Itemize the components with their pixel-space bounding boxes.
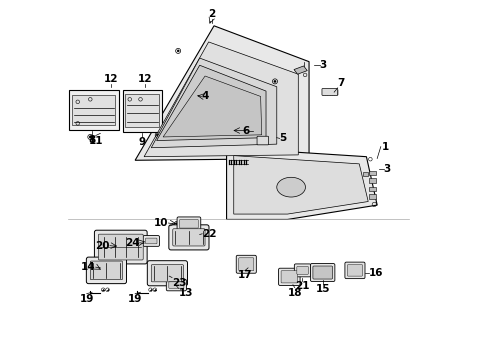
FancyBboxPatch shape — [90, 261, 122, 280]
FancyBboxPatch shape — [238, 258, 253, 271]
FancyBboxPatch shape — [179, 220, 198, 228]
Circle shape — [89, 136, 91, 138]
Text: 3: 3 — [383, 164, 390, 174]
Text: 5: 5 — [279, 134, 286, 143]
FancyBboxPatch shape — [344, 262, 364, 279]
FancyBboxPatch shape — [94, 230, 147, 264]
FancyBboxPatch shape — [168, 282, 183, 288]
FancyBboxPatch shape — [257, 136, 268, 145]
Circle shape — [264, 134, 266, 136]
Text: 21: 21 — [294, 281, 308, 291]
FancyBboxPatch shape — [281, 271, 297, 283]
Text: 9: 9 — [139, 137, 145, 147]
FancyBboxPatch shape — [145, 238, 157, 244]
Text: 24: 24 — [125, 238, 140, 248]
FancyBboxPatch shape — [312, 266, 332, 279]
FancyBboxPatch shape — [172, 229, 204, 246]
Text: 4: 4 — [201, 91, 208, 102]
Polygon shape — [151, 58, 276, 148]
Bar — [368, 171, 375, 175]
Text: 18: 18 — [287, 288, 301, 298]
Polygon shape — [293, 66, 306, 74]
FancyBboxPatch shape — [310, 264, 334, 282]
FancyBboxPatch shape — [142, 235, 159, 246]
FancyBboxPatch shape — [151, 265, 183, 282]
FancyBboxPatch shape — [147, 261, 187, 286]
FancyBboxPatch shape — [168, 225, 208, 250]
Text: 23: 23 — [172, 278, 186, 288]
Bar — [125, 94, 159, 127]
Text: 13: 13 — [178, 288, 193, 298]
FancyBboxPatch shape — [346, 265, 362, 276]
Bar — [122, 90, 162, 132]
Text: 14: 14 — [81, 262, 96, 272]
Ellipse shape — [276, 177, 305, 197]
Polygon shape — [226, 148, 376, 220]
Circle shape — [273, 80, 276, 82]
FancyBboxPatch shape — [312, 266, 332, 279]
Polygon shape — [233, 156, 367, 214]
Text: 20: 20 — [95, 240, 110, 251]
Circle shape — [156, 134, 159, 136]
Text: 7: 7 — [337, 78, 345, 88]
FancyBboxPatch shape — [294, 264, 310, 277]
Bar — [368, 187, 375, 192]
FancyBboxPatch shape — [98, 234, 143, 260]
Text: 12: 12 — [103, 74, 118, 84]
Bar — [72, 95, 115, 126]
FancyBboxPatch shape — [177, 217, 201, 230]
Text: 8: 8 — [88, 135, 96, 145]
Polygon shape — [163, 76, 261, 137]
Circle shape — [176, 223, 178, 225]
FancyBboxPatch shape — [236, 255, 256, 273]
Polygon shape — [144, 42, 298, 157]
Text: 2: 2 — [207, 9, 215, 19]
FancyBboxPatch shape — [321, 89, 337, 95]
Text: 11: 11 — [88, 135, 102, 145]
Text: 1: 1 — [381, 141, 388, 152]
FancyBboxPatch shape — [166, 279, 186, 291]
Bar — [368, 194, 375, 199]
FancyBboxPatch shape — [278, 268, 300, 285]
FancyBboxPatch shape — [86, 257, 126, 284]
Text: 16: 16 — [368, 267, 383, 278]
Circle shape — [177, 50, 179, 52]
Polygon shape — [135, 26, 308, 160]
Text: 6: 6 — [242, 126, 249, 135]
Text: 19: 19 — [128, 294, 142, 304]
Bar — [368, 178, 375, 183]
Text: 12: 12 — [137, 74, 152, 84]
Bar — [69, 90, 119, 130]
Text: 19: 19 — [80, 294, 94, 304]
Circle shape — [142, 239, 145, 243]
Text: 15: 15 — [316, 284, 330, 294]
Text: 22: 22 — [202, 229, 216, 239]
FancyBboxPatch shape — [296, 266, 308, 274]
Polygon shape — [156, 65, 265, 140]
Text: 10: 10 — [154, 218, 168, 228]
Text: 17: 17 — [238, 270, 252, 280]
Bar — [362, 172, 367, 176]
Text: 3: 3 — [319, 60, 326, 70]
